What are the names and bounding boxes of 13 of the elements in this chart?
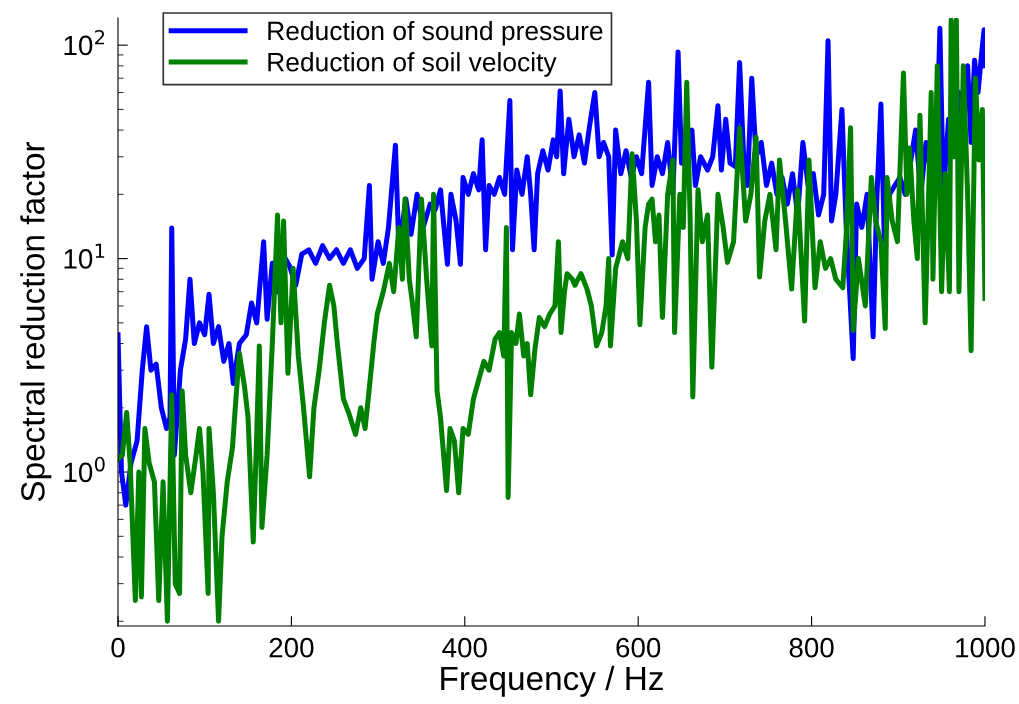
x-tick-label: 400 bbox=[442, 637, 487, 658]
x-tick-label: 1000 bbox=[956, 637, 1015, 658]
y-tick-label: 10$^{1}$ bbox=[64, 243, 105, 269]
x-tick-label: 0 bbox=[111, 637, 125, 658]
y-tick-label: 10$^{2}$ bbox=[64, 29, 105, 56]
y-tick-label: 10$^{0}$ bbox=[64, 456, 105, 483]
legend-label: Reduction of soil velocity bbox=[268, 52, 557, 77]
x-axis-title: Frequency / Hz bbox=[441, 665, 663, 697]
y-axis-title: Spectral reduction factor bbox=[20, 141, 52, 502]
x-tick-label: 800 bbox=[789, 637, 834, 658]
x-tick-label: 600 bbox=[616, 637, 661, 658]
x-tick-label: 200 bbox=[269, 637, 314, 658]
legend-label: Reduction of sound pressure bbox=[268, 20, 603, 46]
